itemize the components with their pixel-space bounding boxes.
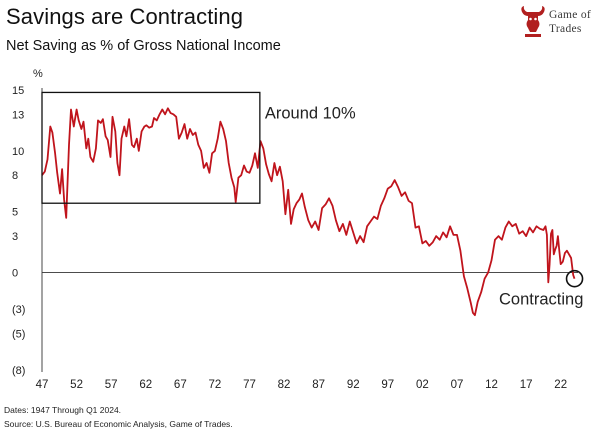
x-tick-label: 52 — [70, 379, 83, 391]
x-tick-label: 87 — [312, 379, 325, 391]
y-tick-label: 3 — [12, 231, 18, 243]
contracting-circle — [565, 269, 584, 288]
x-tick-label: 02 — [416, 379, 429, 391]
around-10-percent-box — [41, 91, 261, 204]
y-tick-label: (3) — [12, 304, 25, 316]
y-axis-unit-label: % — [33, 68, 43, 80]
y-tick-label: 10 — [12, 146, 24, 158]
x-tick-label: 77 — [243, 379, 256, 391]
x-tick-label: 92 — [347, 379, 360, 391]
y-tick-label: 13 — [12, 109, 24, 121]
chart-title: Savings are Contracting — [6, 4, 244, 29]
logo-line-2: Trades — [549, 23, 582, 35]
bull-icon — [521, 6, 545, 37]
y-tick-label: (8) — [12, 365, 25, 377]
y-tick-label: 15 — [12, 85, 24, 97]
annotation-contracting: Contracting — [499, 291, 583, 309]
x-tick-label: 62 — [139, 379, 152, 391]
footer-source: Source: U.S. Bureau of Economic Analysis… — [4, 419, 233, 429]
x-tick-label: 72 — [209, 379, 222, 391]
x-tick-label: 67 — [174, 379, 187, 391]
footer-dates: Dates: 1947 Through Q1 2024. — [4, 405, 122, 415]
logo-line-1: Game of — [549, 9, 592, 21]
x-tick-label: 97 — [381, 379, 394, 391]
x-tick-label: 07 — [451, 379, 464, 391]
x-tick-label: 12 — [485, 379, 498, 391]
y-tick-label: 0 — [12, 268, 18, 280]
x-tick-label: 17 — [520, 379, 533, 391]
x-tick-label: 82 — [278, 379, 291, 391]
x-tick-label: 22 — [554, 379, 567, 391]
chart-subtitle: Net Saving as % of Gross National Income — [6, 38, 281, 54]
x-tick-label: 57 — [105, 379, 118, 391]
annotation-around-10-percent: Around 10% — [265, 104, 356, 122]
x-tick-label: 47 — [36, 379, 49, 391]
y-tick-label: 5 — [12, 207, 18, 219]
game-of-trades-logo: Game of Trades — [519, 4, 601, 42]
y-tick-label: (5) — [12, 328, 25, 340]
y-tick-label: 8 — [12, 170, 18, 182]
net-saving-series-line — [41, 107, 576, 317]
